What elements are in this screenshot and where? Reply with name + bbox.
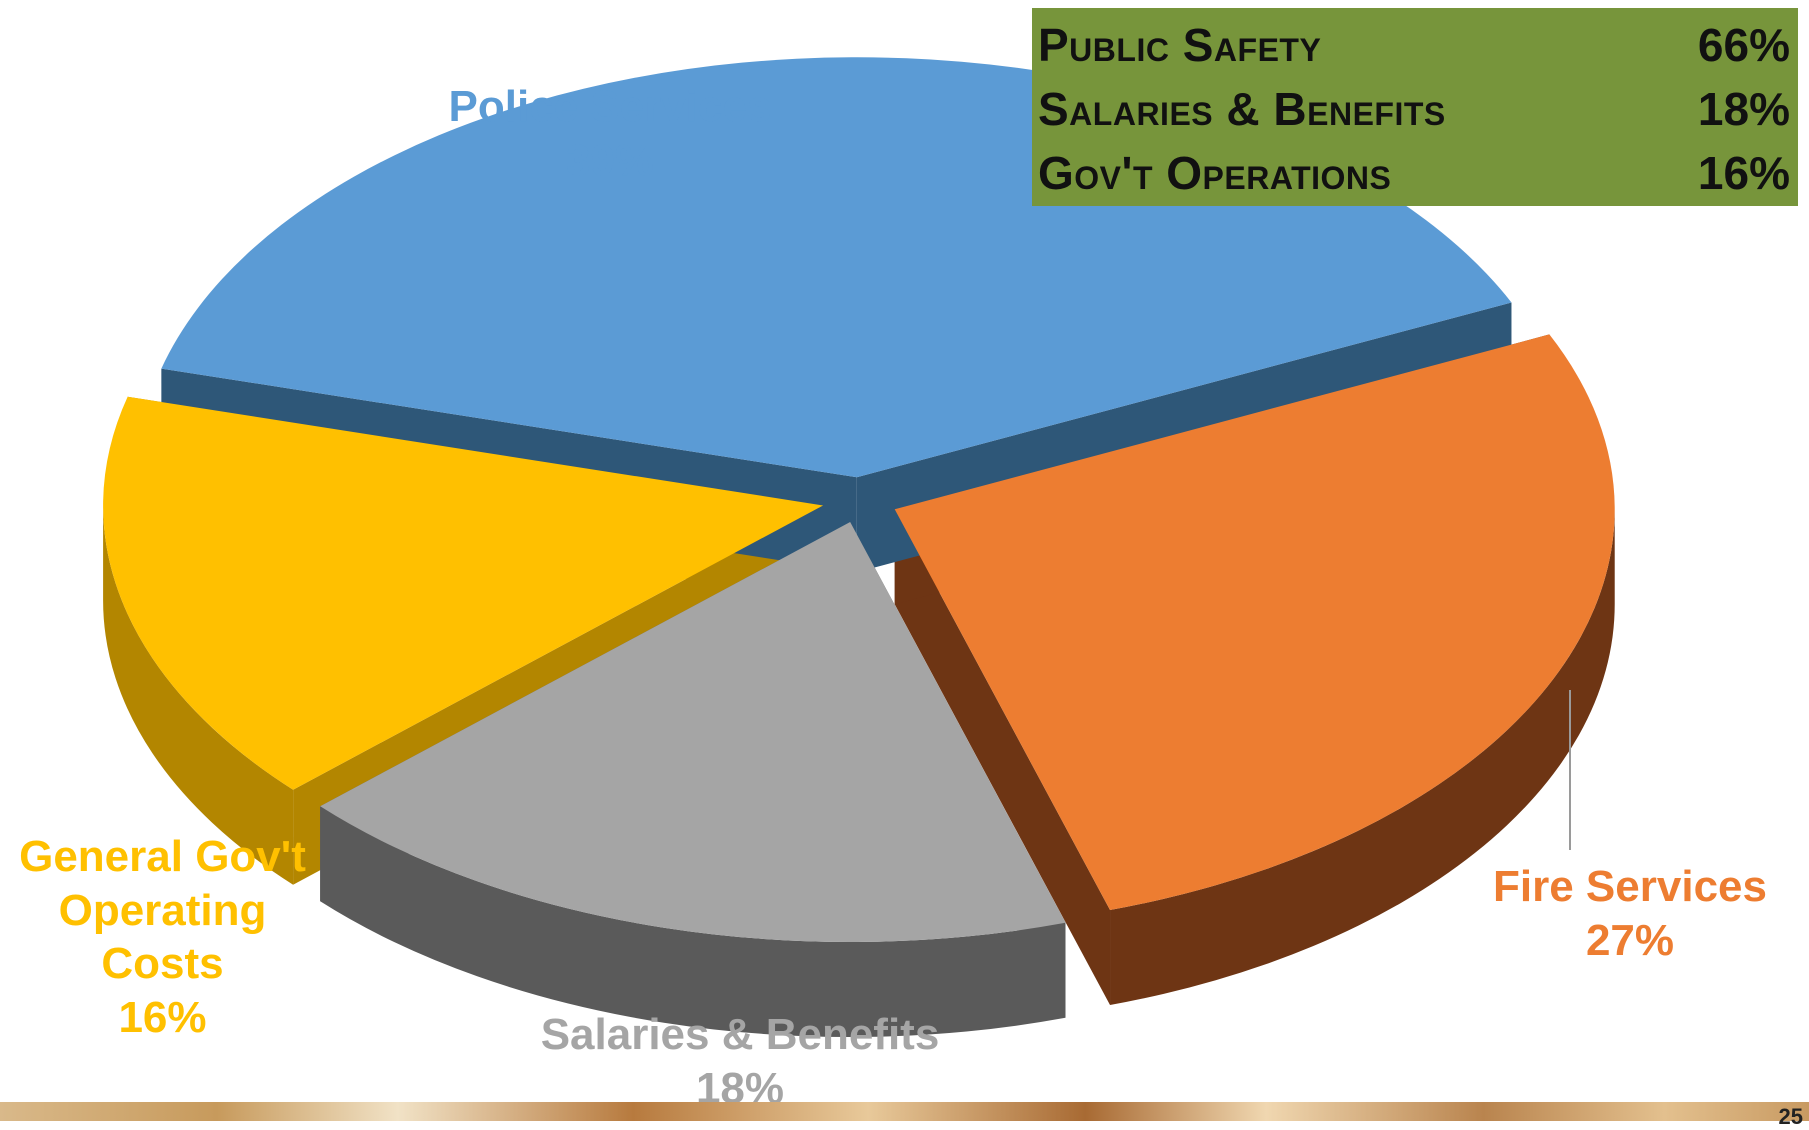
label-police-value: 39%: [565, 135, 655, 185]
summary-name: Salaries & Benefits: [1038, 83, 1446, 135]
slice-side-salaries-benefits: [320, 806, 1066, 1038]
label-fire-name: Fire Services: [1493, 862, 1767, 911]
slice-side-general-govt: [103, 505, 294, 885]
label-salaries-benefits: Salaries & Benefits 18%: [520, 1008, 960, 1115]
summary-value: 16%: [1697, 147, 1790, 199]
label-police-services: Police Services 39%: [440, 80, 780, 187]
summary-name: Gov't Operations: [1038, 147, 1392, 199]
label-salaries-name: Salaries & Benefits: [540, 1010, 940, 1059]
slice-wall-fire-services: [894, 509, 1111, 1006]
label-general-value: 16%: [118, 993, 207, 1043]
summary-value: 66%: [1697, 19, 1790, 71]
label-general-line1: General Gov't: [19, 832, 306, 881]
summary-row-govt-operations: Gov't Operations 16%: [1038, 146, 1790, 210]
label-general-line2: Operating: [58, 885, 267, 935]
label-general-line3: Costs: [101, 939, 224, 989]
slice-side-fire-services: [1110, 509, 1615, 1006]
page-number: 25: [1778, 1104, 1803, 1129]
slice-salaries-benefits: [320, 522, 1066, 943]
slice-general-govt: [103, 396, 824, 790]
summary-row-public-safety: Public Safety 66%: [1038, 18, 1790, 82]
summary-name: Public Safety: [1038, 19, 1322, 71]
summary-value: 18%: [1697, 83, 1790, 135]
label-fire-value: 27%: [1585, 915, 1675, 965]
footer-decoration: [0, 1102, 1809, 1121]
label-police-name: Police Services: [448, 82, 772, 131]
label-general-govt: General Gov't Operating Costs 16%: [0, 830, 325, 1045]
summary-table: Public Safety 66% Salaries & Benefits 18…: [1032, 8, 1798, 206]
slice-fire-services: [894, 334, 1615, 911]
label-fire-services: Fire Services 27%: [1480, 860, 1780, 967]
summary-row-salaries: Salaries & Benefits 18%: [1038, 82, 1790, 146]
